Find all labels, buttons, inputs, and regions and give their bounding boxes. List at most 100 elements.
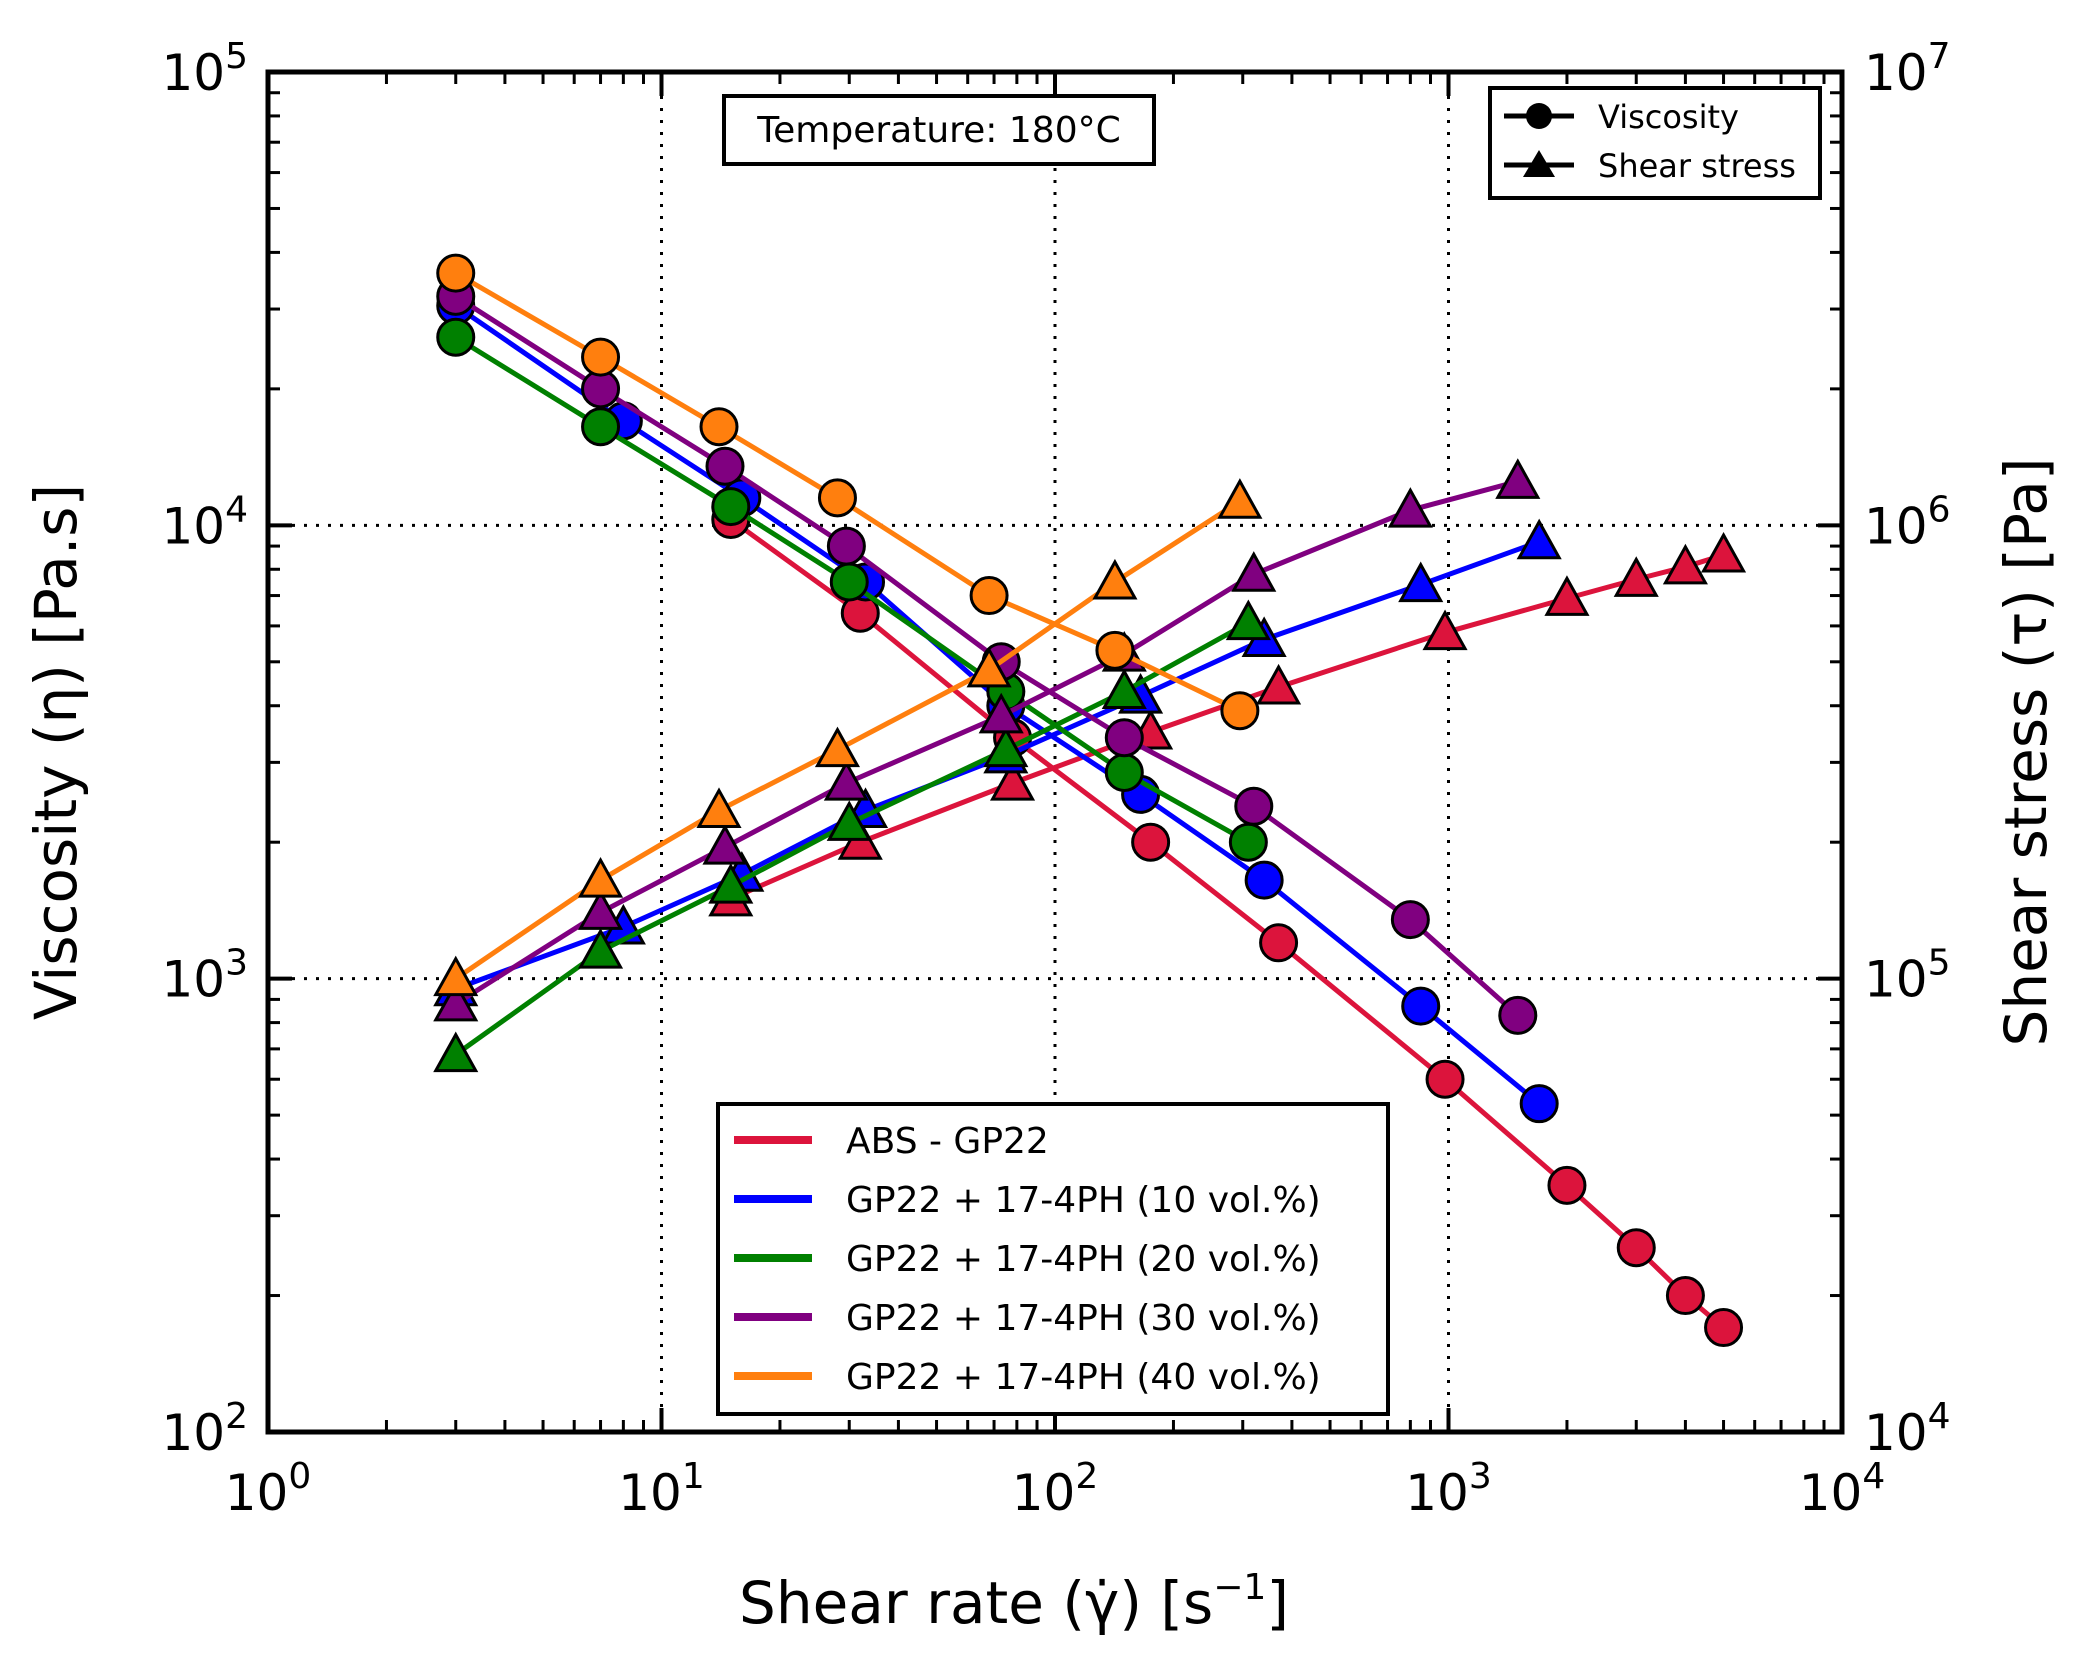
series-4-shear-stress-point [433,955,479,997]
legend-entry-30vol: GP22 + 17-4PH (30 vol.%) [734,1298,1321,1339]
series-1-viscosity-point [1519,1084,1559,1124]
y-right-tick-label: 105 [1864,943,1951,1009]
legend-label-40vol: GP22 + 17-4PH (40 vol.%) [846,1357,1321,1398]
series-3-viscosity-point [705,446,745,486]
series-2-shear-stress-point [577,928,624,969]
y-left-tick-label: 104 [161,489,248,555]
legend-label-20vol: GP22 + 17-4PH (20 vol.%) [846,1239,1321,1280]
y-axis-right-title: Shear stress (τ) [Pa] [1992,458,2060,1047]
series-3-viscosity-point [826,526,866,566]
marker-legend: Viscosity Shear stress [1488,86,1822,200]
series-legend: ABS - GP22 GP22 + 17-4PH (10 vol.%) GP22… [716,1102,1390,1416]
series-0-viscosity-point [1704,1308,1744,1348]
series-3-viscosity-point [1234,786,1274,826]
marker-legend-label-shear-stress: Shear stress [1598,147,1796,185]
series-3-viscosity-point [1498,995,1538,1035]
data-series [433,253,1747,1348]
x-tick-label: 103 [1405,1456,1492,1522]
y-left-tick-label: 102 [161,1396,248,1462]
series-3-shear-stress-point [702,824,748,865]
series-4-viscosity-point [969,576,1009,616]
series-4-viscosity-point [817,478,857,518]
series-0-viscosity-point [1665,1276,1705,1316]
series-2-viscosity-point [1104,752,1144,792]
series-0-shear-stress-point [1613,556,1659,597]
x-tick-label: 100 [225,1456,312,1522]
y-left-tick-label: 103 [161,943,248,1009]
shear-stress-legend-marker-icon [1523,150,1555,177]
series-3-shear-stress-point [433,980,479,1022]
viscosity-legend-marker-icon [1526,103,1552,129]
plot-frame [265,69,1845,1435]
x-tick-label: 101 [618,1456,705,1522]
series-0-shear-stress-point [1662,543,1708,585]
legend-entry-20vol: GP22 + 17-4PH (20 vol.%) [734,1239,1321,1280]
series-2-shear-stress-point [708,863,754,904]
series-1-shear-stress-point [1398,561,1444,603]
series-0-viscosity-point [1547,1165,1587,1205]
series-0-viscosity-point [1131,822,1171,862]
y-right-tick-label: 106 [1864,489,1951,555]
series-2-shear-stress-point [1225,599,1271,641]
series-0-viscosity-point [1616,1228,1656,1268]
series-2-viscosity-point [829,562,869,602]
series-4-viscosity-point [581,337,621,377]
y-left-tick-label: 105 [161,36,248,102]
series-3-shear-stress-point [1495,458,1541,499]
series-1-viscosity-point [1244,860,1284,900]
series-3-viscosity-point [1390,900,1430,940]
series-2-shear-stress-point [1101,668,1147,709]
series-0-viscosity-point [1259,923,1299,963]
legend-entry-abs: ABS - GP22 [734,1121,1049,1162]
y-right-tick-label: 107 [1864,36,1951,102]
series-1-viscosity-point [1401,986,1441,1026]
series-4-viscosity-point [436,253,476,293]
y-axis-left-title: Viscosity (η) [Pa.s] [22,484,90,1020]
series-3-viscosity-point [1104,718,1144,758]
temperature-annotation: Temperature: 180°C [722,94,1156,166]
series-2-viscosity-point [711,487,751,527]
series-4-shear-stress-point [1217,478,1263,519]
series-0-shear-stress-point [1256,663,1302,705]
series-4-shear-stress-point [966,646,1012,688]
series-0-shear-stress-line [729,552,1725,902]
series-4-shear-stress-point [696,787,742,828]
x-tick-label: 102 [1012,1456,1099,1522]
series-4-viscosity-point [699,407,739,447]
series-0-viscosity-line [729,517,1726,1330]
tick-labels: 100 101 102 103 104 102 103 104 105 104 105 106 107 [161,36,1950,1522]
series-3-shear-stress-point [1387,487,1433,528]
legend-label-30vol: GP22 + 17-4PH (30 vol.%) [846,1298,1321,1339]
series-0-shear-stress-point [1422,609,1468,651]
legend-label-abs: ABS - GP22 [846,1121,1049,1162]
series-4-viscosity-point [1095,630,1135,670]
series-3-shear-stress-point [823,760,869,801]
series-0-shear-stress-point [1700,531,1747,573]
y-right-tick-label: 104 [1864,1396,1951,1462]
series-3-shear-stress-point [577,889,624,930]
series-3-shear-stress-point [1231,551,1277,592]
series-0-shear-stress-point [1544,575,1590,616]
series-2-viscosity-point [1228,822,1268,862]
x-tick-label: 104 [1799,1456,1886,1522]
series-4-shear-stress-point [814,726,861,768]
legend-entry-10vol: GP22 + 17-4PH (10 vol.%) [734,1180,1321,1221]
series-4-shear-stress-point [1092,558,1138,600]
series-4-shear-stress-point [577,856,624,898]
temperature-text: Temperature: 180°C [756,110,1120,151]
series-2-shear-stress-point [826,800,872,841]
series-2-shear-stress-point [433,1031,479,1073]
series-2-viscosity-point [581,407,621,447]
series-2-shear-stress-point [983,726,1029,768]
series-4-viscosity-point [1220,691,1260,731]
series-0-viscosity-point [1425,1059,1465,1099]
series-3-shear-stress-point [978,692,1024,734]
legend-entry-40vol: GP22 + 17-4PH (40 vol.%) [734,1357,1321,1398]
series-1-shear-stress-point [1516,518,1562,560]
legend-label-10vol: GP22 + 17-4PH (10 vol.%) [846,1180,1321,1221]
series-2-viscosity-point [436,317,476,357]
x-axis-title: Shear rate (γ̇) [s−1] [739,1567,1289,1637]
marker-legend-label-viscosity: Viscosity [1598,98,1739,136]
series-0-shear-stress-point [989,760,1036,801]
